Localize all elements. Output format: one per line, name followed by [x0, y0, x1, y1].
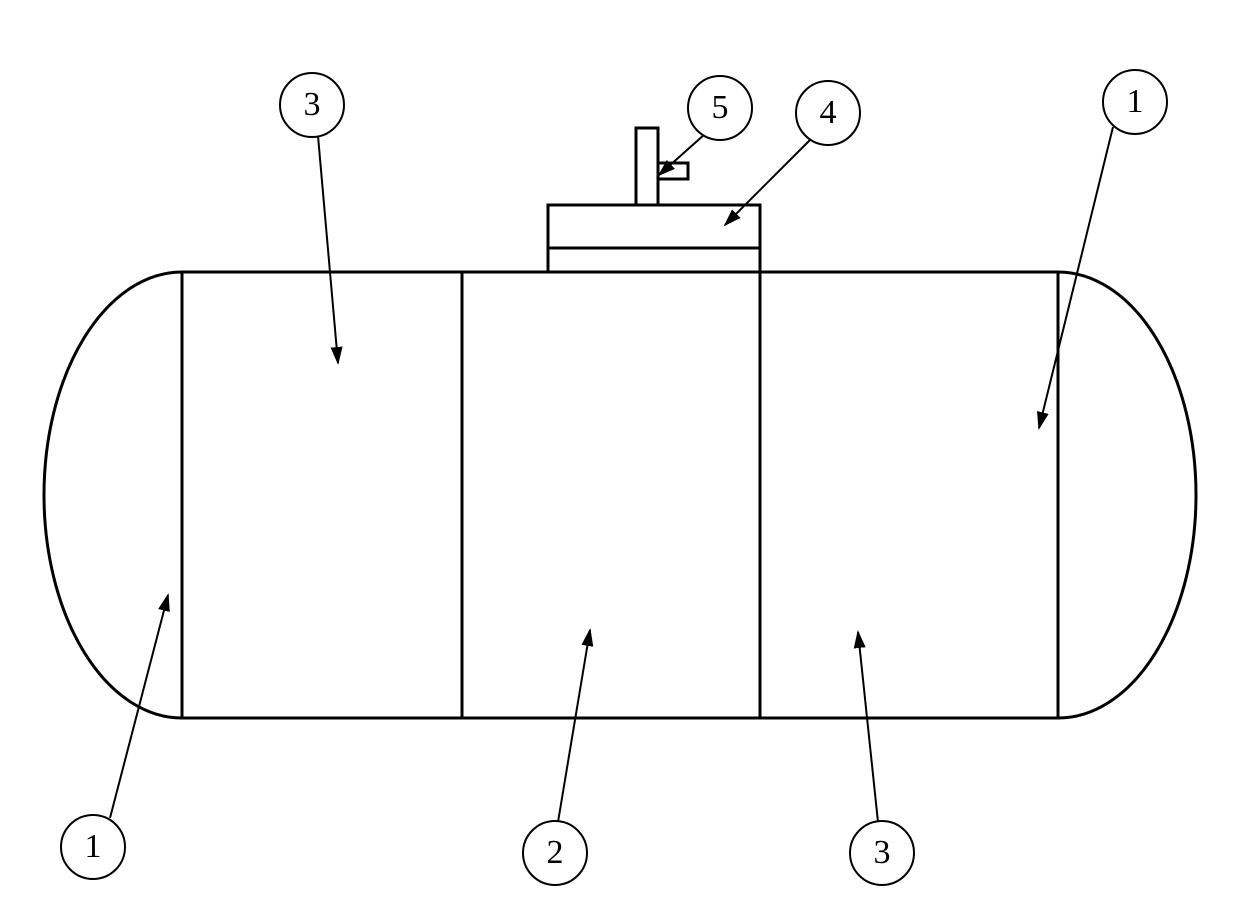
callout-leader	[558, 630, 590, 822]
callout-leader	[858, 632, 878, 822]
callout-number: 1	[1127, 85, 1144, 119]
valve-assembly	[548, 128, 760, 272]
callout-leader	[1039, 127, 1113, 428]
callout-number: 4	[820, 96, 837, 130]
callout-leader	[659, 134, 705, 175]
callout-number: 3	[874, 836, 891, 870]
label-2-bottom: 2	[522, 820, 588, 886]
callout-number: 2	[547, 836, 564, 870]
label-3-top-left: 3	[279, 72, 345, 138]
tank-diagram: 1 1 2 3 3 4 5	[0, 0, 1239, 913]
label-1-bottom-left: 1	[60, 814, 126, 880]
callout-number: 3	[304, 88, 321, 122]
label-1-top-right: 1	[1102, 69, 1168, 135]
callout-leader	[110, 595, 168, 818]
label-4-top: 4	[795, 80, 861, 146]
callout-number: 1	[85, 830, 102, 864]
diagram-svg	[0, 0, 1239, 913]
callout-leader	[725, 140, 810, 225]
tank-body	[44, 272, 1196, 718]
callout-number: 5	[712, 91, 729, 125]
label-3-bottom-right: 3	[849, 820, 915, 886]
label-5-top: 5	[687, 75, 753, 141]
callout-leader	[318, 136, 338, 363]
